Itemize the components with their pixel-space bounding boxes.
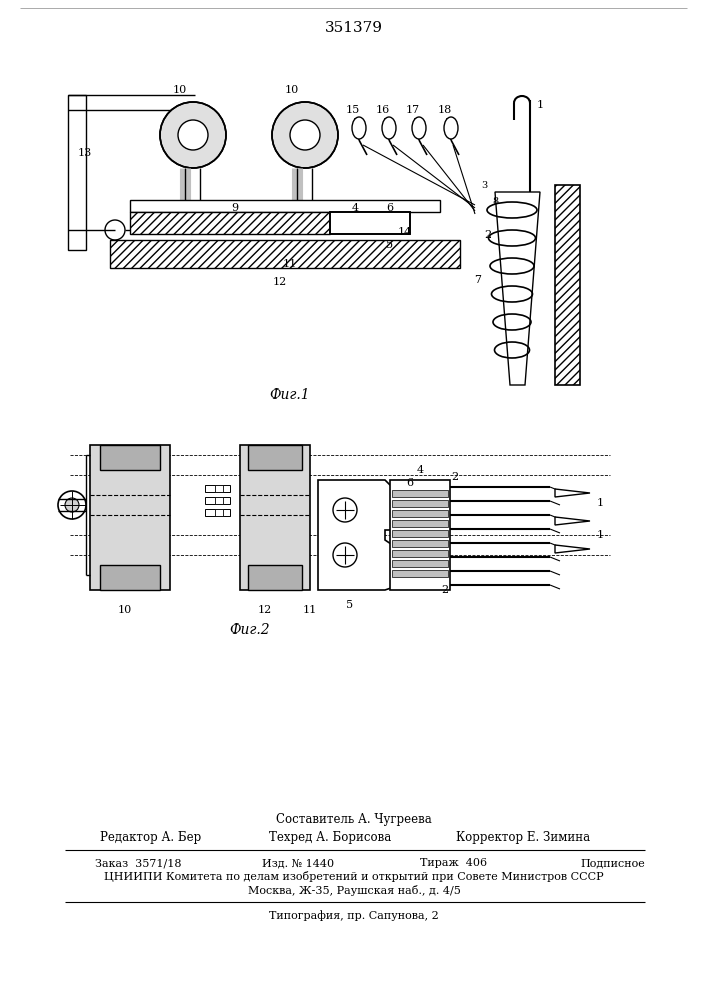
Text: 1: 1 <box>537 100 544 110</box>
Bar <box>392 500 448 507</box>
Text: 2: 2 <box>452 472 459 482</box>
Bar <box>330 212 410 234</box>
Circle shape <box>105 220 125 240</box>
Text: 12: 12 <box>273 277 287 287</box>
Bar <box>215 509 223 516</box>
Text: 10: 10 <box>118 605 132 615</box>
Circle shape <box>333 498 357 522</box>
Text: 1: 1 <box>597 530 604 540</box>
Circle shape <box>65 498 79 512</box>
Circle shape <box>290 120 320 150</box>
Text: 6: 6 <box>387 203 394 213</box>
Text: Редактор А. Бер: Редактор А. Бер <box>100 830 201 844</box>
Bar <box>555 185 580 385</box>
Bar <box>390 480 450 590</box>
Text: Корректор Е. Зимина: Корректор Е. Зимина <box>456 830 590 844</box>
Text: 7: 7 <box>474 275 481 285</box>
Bar <box>330 212 410 234</box>
Ellipse shape <box>352 117 366 139</box>
Text: 2: 2 <box>441 585 448 595</box>
Text: 1: 1 <box>597 498 604 508</box>
Text: 10: 10 <box>285 85 299 95</box>
Text: 11: 11 <box>303 605 317 615</box>
Bar <box>392 490 448 497</box>
Text: Подписное: Подписное <box>580 858 645 868</box>
Bar <box>215 497 223 504</box>
Bar <box>215 485 223 492</box>
Bar <box>392 560 448 567</box>
Text: 10: 10 <box>173 85 187 95</box>
Text: Составитель А. Чугреева: Составитель А. Чугреева <box>276 814 432 826</box>
Circle shape <box>160 102 226 168</box>
Text: 351379: 351379 <box>325 21 383 35</box>
Polygon shape <box>555 517 590 525</box>
Bar <box>205 485 230 492</box>
Text: Техред А. Борисова: Техред А. Борисова <box>269 830 391 844</box>
Polygon shape <box>495 192 540 385</box>
Bar <box>240 445 310 590</box>
Bar <box>392 540 448 547</box>
Text: Изд. № 1440: Изд. № 1440 <box>262 858 334 868</box>
Text: ЦНИИПИ Комитета по делам изобретений и открытий при Совете Министров СССР: ЦНИИПИ Комитета по делам изобретений и о… <box>104 871 604 882</box>
Bar <box>100 565 160 590</box>
Bar <box>248 565 302 590</box>
Text: Заказ  3571/18: Заказ 3571/18 <box>95 858 182 868</box>
Bar <box>130 200 440 212</box>
Bar <box>392 530 448 537</box>
Bar <box>110 240 460 268</box>
Text: 5: 5 <box>387 240 394 250</box>
Text: 2: 2 <box>484 230 491 240</box>
Text: 13: 13 <box>78 148 92 158</box>
Polygon shape <box>318 480 400 590</box>
Text: 15: 15 <box>346 105 360 115</box>
Circle shape <box>178 120 208 150</box>
Polygon shape <box>555 545 590 553</box>
Text: Фиг.1: Фиг.1 <box>269 388 310 402</box>
Ellipse shape <box>444 117 458 139</box>
Text: 14: 14 <box>398 227 412 237</box>
Text: 8: 8 <box>492 198 498 207</box>
Circle shape <box>333 543 357 567</box>
Text: Типография, пр. Сапунова, 2: Типография, пр. Сапунова, 2 <box>269 911 439 921</box>
Bar <box>392 570 448 577</box>
Bar <box>100 445 160 470</box>
Bar <box>248 445 302 470</box>
Text: 4: 4 <box>416 465 423 475</box>
Text: 11: 11 <box>283 259 297 269</box>
Text: 6: 6 <box>407 478 414 488</box>
Bar <box>205 497 230 504</box>
Ellipse shape <box>382 117 396 139</box>
Text: 9: 9 <box>231 203 238 213</box>
Text: 4: 4 <box>351 203 358 213</box>
Bar <box>130 212 330 234</box>
Text: Москва, Ж-35, Раушская наб., д. 4/5: Москва, Ж-35, Раушская наб., д. 4/5 <box>247 884 460 896</box>
Text: Фиг.2: Фиг.2 <box>230 623 270 637</box>
Circle shape <box>272 102 338 168</box>
Text: 16: 16 <box>376 105 390 115</box>
Bar <box>205 509 230 516</box>
Circle shape <box>58 491 86 519</box>
Text: 5: 5 <box>346 600 354 610</box>
Text: 18: 18 <box>438 105 452 115</box>
Bar <box>392 550 448 557</box>
Polygon shape <box>555 489 590 497</box>
Bar <box>68 95 86 250</box>
Text: 17: 17 <box>406 105 420 115</box>
Bar <box>90 445 170 590</box>
Text: 12: 12 <box>258 605 272 615</box>
Text: 3: 3 <box>481 180 487 190</box>
Text: Тираж  406: Тираж 406 <box>420 858 487 868</box>
Ellipse shape <box>412 117 426 139</box>
Bar <box>392 520 448 527</box>
Bar <box>392 510 448 517</box>
